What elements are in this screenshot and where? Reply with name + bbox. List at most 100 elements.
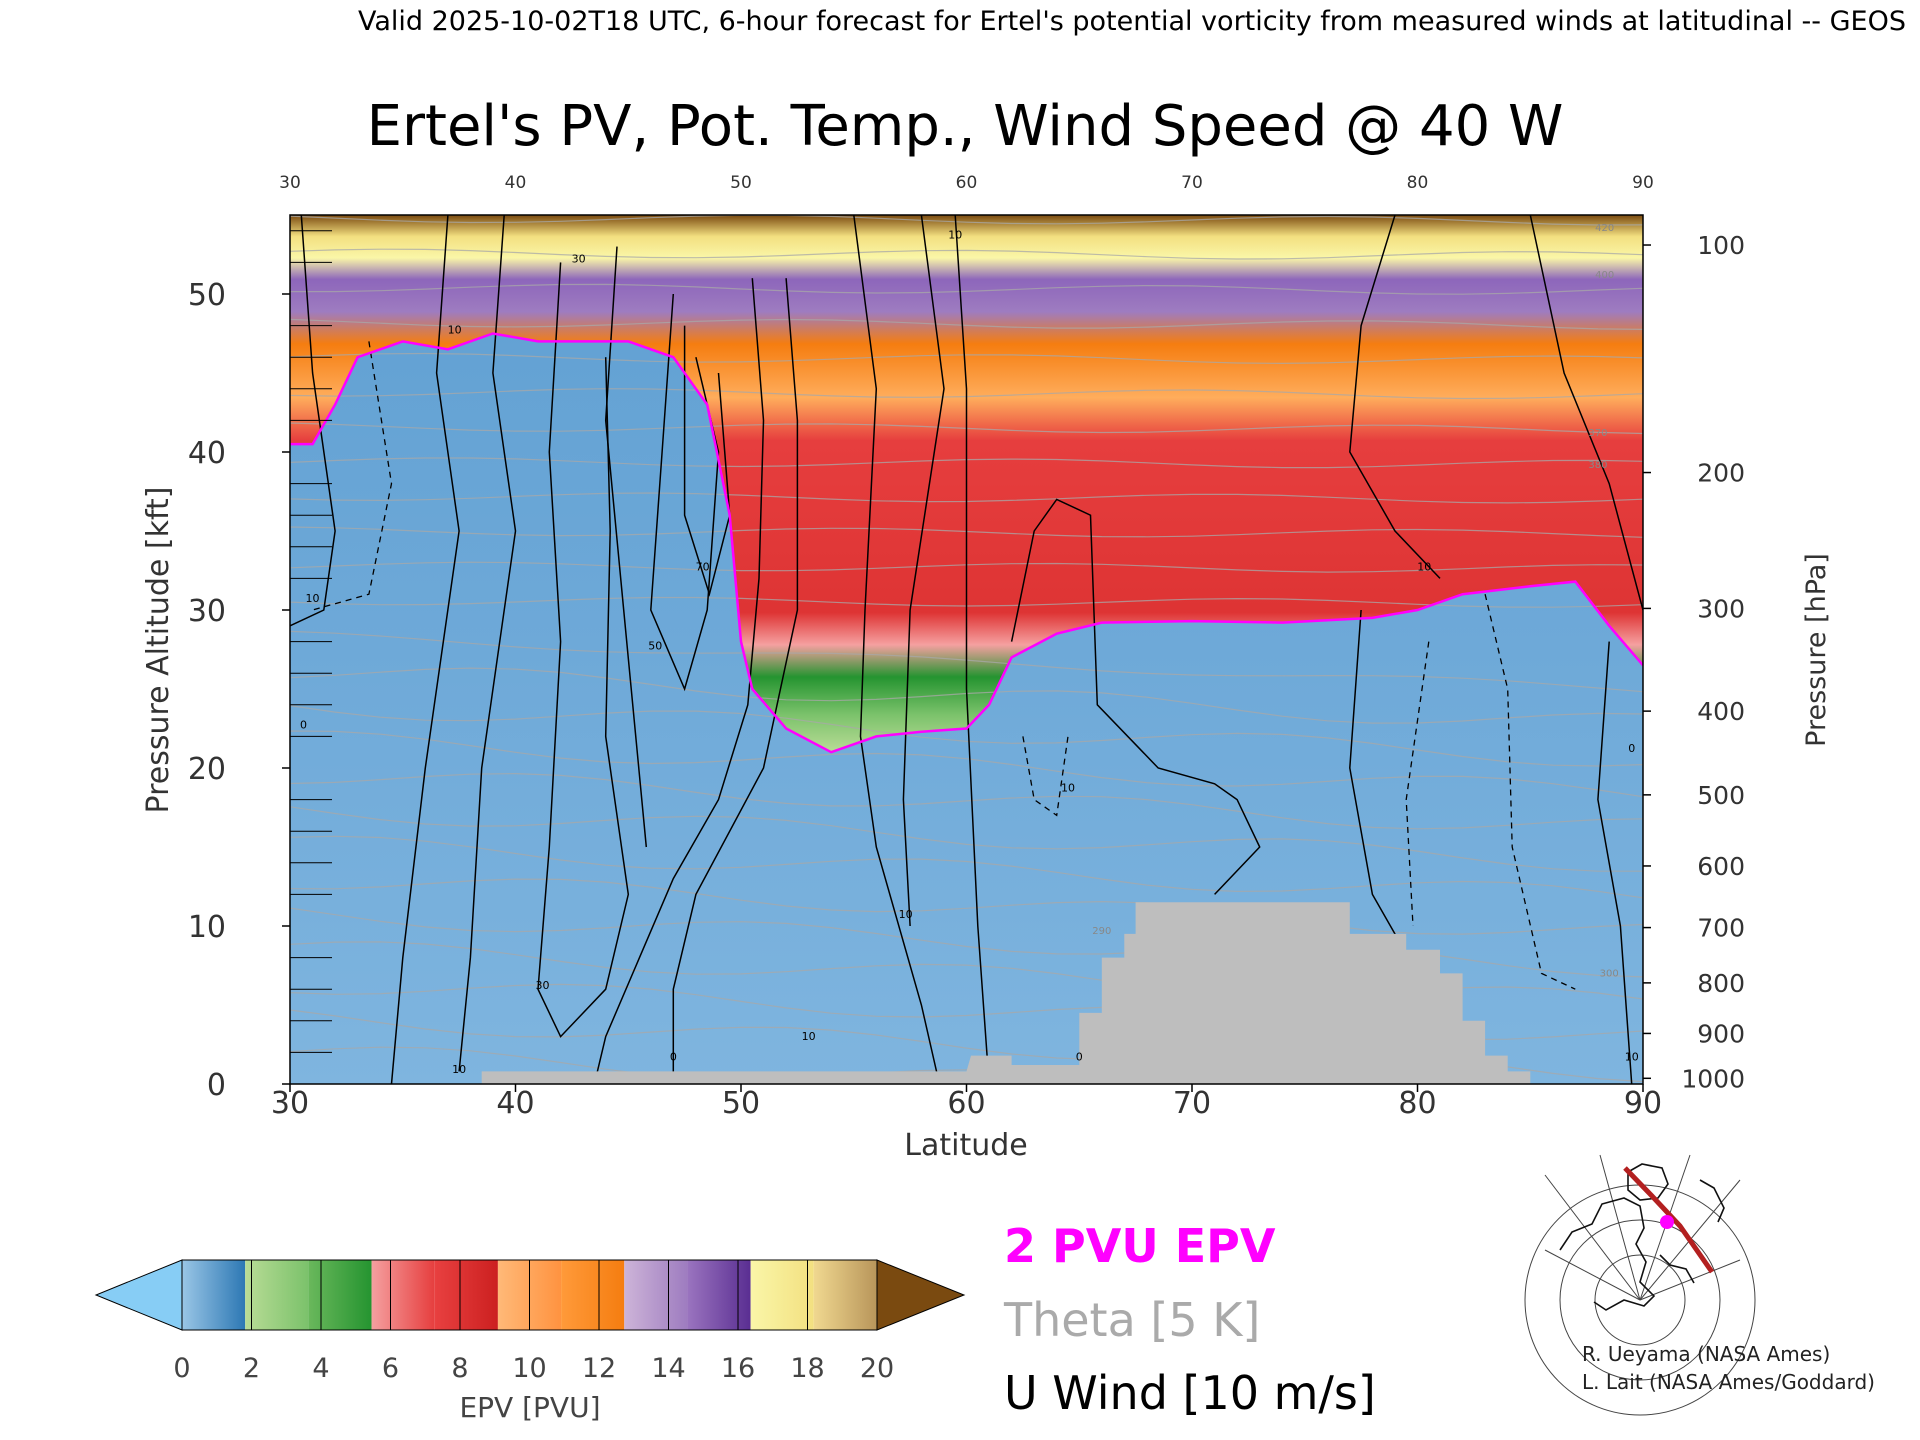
colorbar-tick-label: 8 bbox=[451, 1353, 468, 1384]
uwind-contour-label: 30 bbox=[572, 252, 586, 265]
y-axis-right-label: Pressure [hPa] bbox=[1801, 553, 1832, 747]
theta-contour-label: 290 bbox=[1092, 926, 1111, 937]
y-right-tick-label: 100 bbox=[1697, 231, 1745, 260]
uwind-line bbox=[902, 215, 945, 927]
colorbar-segment bbox=[624, 1260, 688, 1330]
x-tick-label: 70 bbox=[1173, 1086, 1211, 1121]
theta-line bbox=[290, 526, 1643, 538]
legend-theta: Theta [5 K] bbox=[1003, 1293, 1260, 1347]
uwind-line bbox=[604, 246, 648, 848]
uwind-contour-label: 30 bbox=[536, 979, 550, 992]
theta-line bbox=[290, 215, 1643, 226]
uwind-contour-label: 0 bbox=[670, 1050, 677, 1063]
uwind-contour-label: 0 bbox=[1628, 742, 1635, 755]
uwind-contour-label: 10 bbox=[899, 908, 913, 921]
uwind-line bbox=[672, 278, 799, 1084]
x-top-tick-label: 50 bbox=[730, 173, 752, 193]
y-axis-right: 1000 900 800 700 600 500 400 300 200 100 bbox=[1643, 231, 1745, 1093]
uwind-contour-label: 10 bbox=[948, 229, 962, 242]
colorbar-segment bbox=[245, 1260, 309, 1330]
uwind-line bbox=[650, 293, 720, 692]
theta-contour-label: 400 bbox=[1595, 270, 1614, 281]
theta-line bbox=[290, 457, 1643, 469]
y-right-tick-label: 400 bbox=[1697, 697, 1745, 726]
credit-line-1: R. Ueyama (NASA Ames) bbox=[1582, 1342, 1830, 1366]
theta-line bbox=[290, 772, 1643, 830]
colorbar-tick-label: 16 bbox=[721, 1353, 755, 1384]
credit-line-2: L. Lait (NASA Ames/Goddard) bbox=[1582, 1370, 1875, 1394]
uwind-contour-label: 10 bbox=[802, 1030, 816, 1043]
colorbar-tick-label: 0 bbox=[173, 1353, 190, 1384]
colorbar-segment bbox=[308, 1260, 372, 1330]
colorbar-segment bbox=[434, 1260, 498, 1330]
uwind-contour-label: 0 bbox=[1076, 1050, 1083, 1063]
colorbar-tick-label: 14 bbox=[651, 1353, 685, 1384]
theta-line bbox=[290, 318, 1643, 330]
uwind-contours bbox=[290, 215, 1643, 1084]
colorbar-segment bbox=[182, 1260, 246, 1330]
y-tick-label: 20 bbox=[188, 752, 226, 787]
y-right-tick-label: 500 bbox=[1697, 781, 1745, 810]
y-right-tick-label: 600 bbox=[1697, 852, 1745, 881]
colorbar-tick-label: 4 bbox=[312, 1353, 329, 1384]
colorbar-above-arrow bbox=[876, 1259, 966, 1331]
theta-line bbox=[290, 422, 1643, 435]
theta-contour-label: 300 bbox=[1600, 969, 1619, 980]
legend-2pvu: 2 PVU EPV bbox=[1004, 1219, 1276, 1273]
uwind-contour-label: 10 bbox=[306, 592, 320, 605]
theta-line bbox=[290, 352, 1643, 365]
cross-section-track bbox=[1623, 1166, 1715, 1274]
colorbar-tick-label: 20 bbox=[860, 1353, 894, 1384]
y-right-tick-label: 900 bbox=[1697, 1019, 1745, 1048]
uwind-line bbox=[683, 325, 731, 597]
terrain bbox=[481, 902, 1531, 1084]
uwind-line bbox=[853, 215, 941, 1084]
uwind-line bbox=[1349, 215, 1441, 579]
location-inset-map bbox=[1524, 1154, 1756, 1416]
theta-line bbox=[290, 561, 1643, 573]
y-axis-left-label: Pressure Altitude [kft] bbox=[141, 487, 176, 814]
colorbar-tick-label: 18 bbox=[790, 1353, 824, 1384]
theta-line bbox=[290, 283, 1643, 295]
colorbar: 0 2 4 6 8 10 12 14 16 18 20 bbox=[94, 1259, 966, 1384]
colorbar-tick-label: 2 bbox=[243, 1353, 260, 1384]
x-tick-label: 60 bbox=[947, 1086, 985, 1121]
uwind-contour-label: 70 bbox=[696, 561, 710, 574]
uwind-contour-label: 10 bbox=[1625, 1050, 1639, 1063]
uwind-line-negative bbox=[312, 341, 393, 611]
uwind-contour-label: 10 bbox=[1061, 782, 1075, 795]
uwind-line-negative bbox=[1022, 736, 1069, 817]
theta-line bbox=[290, 704, 1643, 767]
uwind-line-negative bbox=[1405, 641, 1430, 927]
x-axis-label: Latitude bbox=[904, 1128, 1027, 1163]
x-top-tick-label: 70 bbox=[1181, 173, 1203, 193]
y-tick-label: 50 bbox=[188, 278, 226, 313]
uwind-contour-label: 50 bbox=[648, 640, 662, 653]
theta-line bbox=[290, 835, 1643, 899]
uwind-contour-label: 10 bbox=[1417, 561, 1431, 574]
uwind-line bbox=[1010, 498, 1261, 895]
theta-line bbox=[290, 1046, 1124, 1084]
colorbar-segment bbox=[687, 1260, 751, 1330]
contour-labels: 10 0 10 30 70 50 30 10 0 10 10 10 10 0 10 0 0 10 290 300 370… bbox=[300, 215, 1639, 1076]
x-tick-label: 90 bbox=[1624, 1086, 1662, 1121]
tropopause-2pvu-line bbox=[290, 332, 1643, 754]
y-right-tick-label: 800 bbox=[1697, 969, 1745, 998]
colorbar-segment bbox=[813, 1260, 877, 1330]
colorbar-segment bbox=[371, 1260, 435, 1330]
x-tick-label: 30 bbox=[271, 1086, 309, 1121]
legend-uwind: U Wind [10 m/s] bbox=[1004, 1366, 1376, 1420]
x-tick-label: 40 bbox=[496, 1086, 534, 1121]
y-tick-label: 40 bbox=[188, 436, 226, 471]
x-top-tick-label: 40 bbox=[505, 173, 527, 193]
x-axis-bottom: 30 40 50 60 70 80 90 bbox=[271, 1084, 1662, 1121]
valid-time-header: Valid 2025-10-02T18 UTC, 6-hour forecast… bbox=[358, 6, 1906, 37]
uwind-line bbox=[290, 215, 336, 627]
y-right-tick-label: 1000 bbox=[1681, 1064, 1745, 1093]
uwind-contour-label: 0 bbox=[300, 719, 307, 732]
theta-line bbox=[290, 492, 1643, 504]
colorbar-tick-label: 12 bbox=[582, 1353, 616, 1384]
y-right-tick-label: 700 bbox=[1697, 914, 1745, 943]
y-right-tick-label: 300 bbox=[1697, 594, 1745, 623]
